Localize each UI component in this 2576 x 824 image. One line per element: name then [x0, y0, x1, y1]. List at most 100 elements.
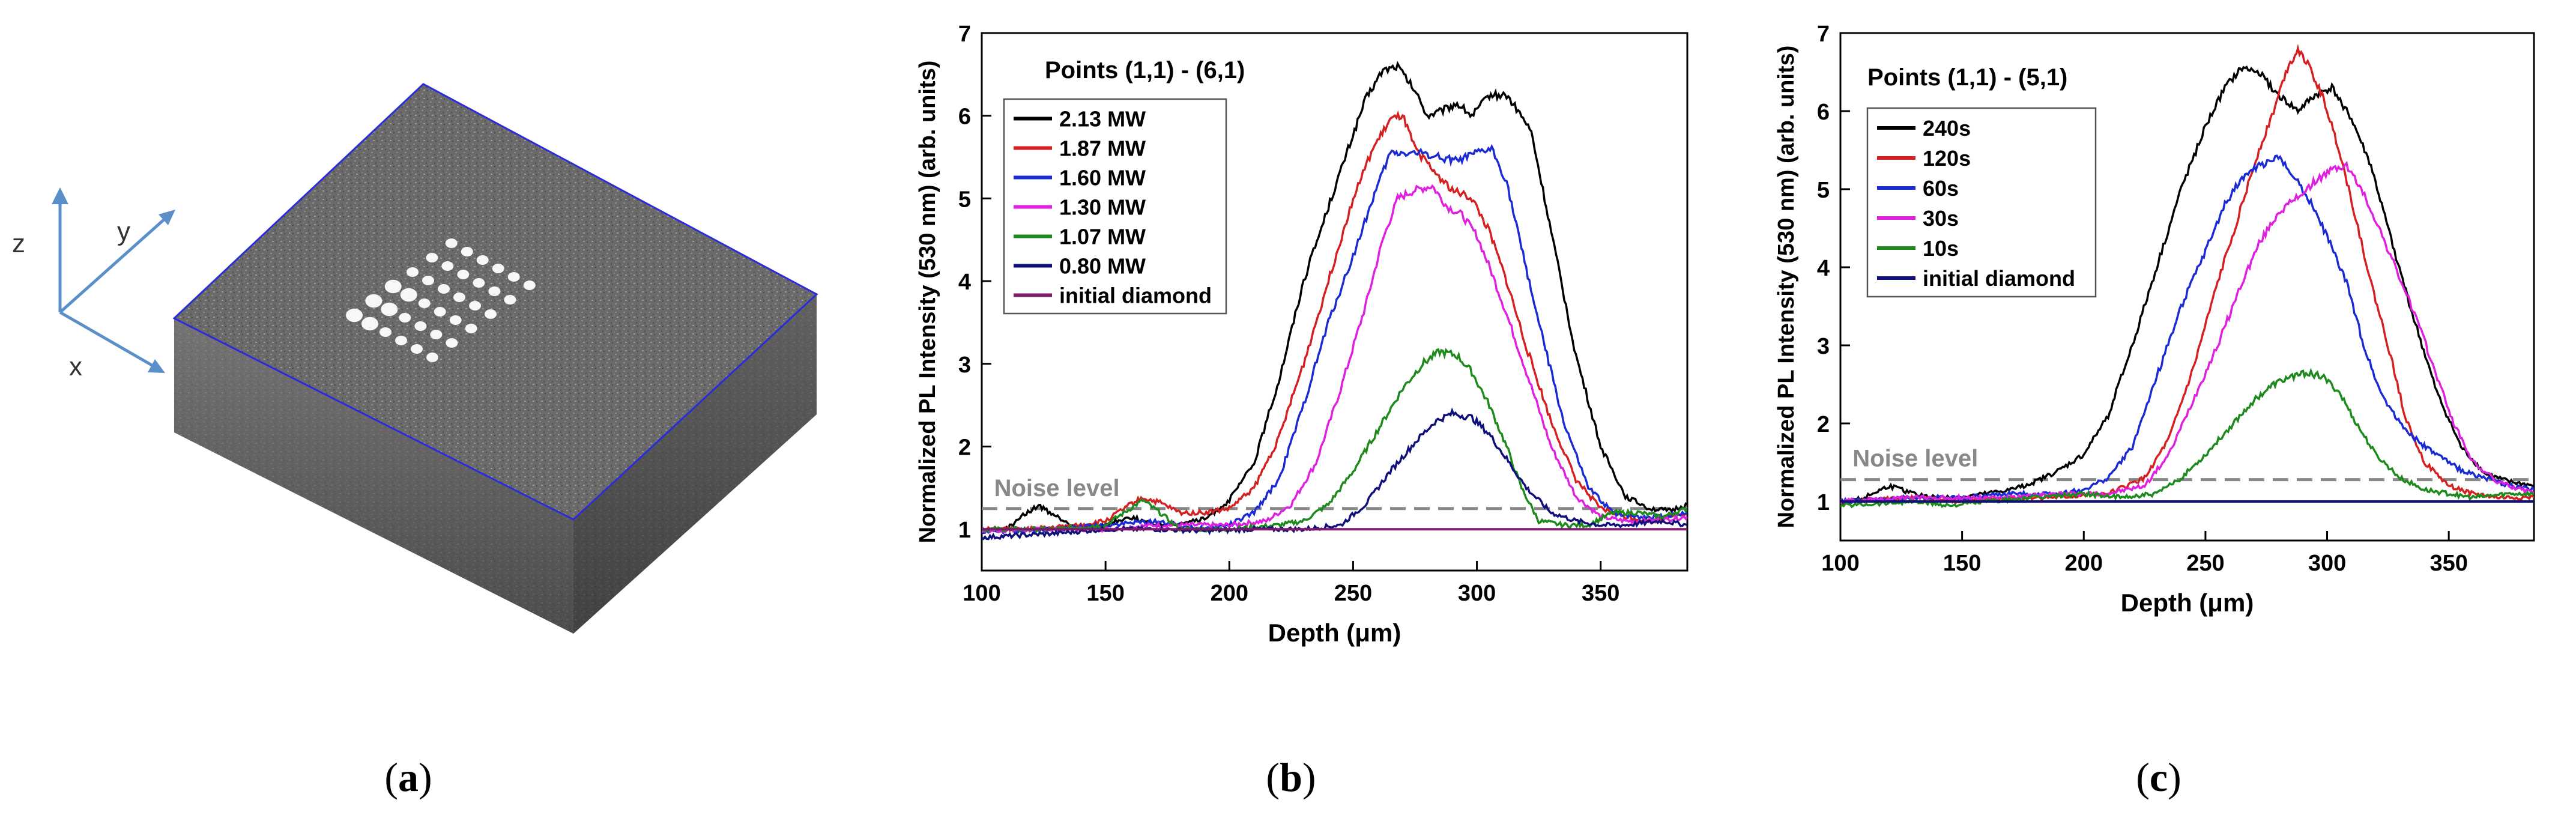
- x-tick-label: 150: [1943, 551, 1981, 576]
- panel-a-3d-scan: z y x: [12, 83, 818, 634]
- caption-a: (a): [384, 754, 432, 800]
- bright-spot: [446, 338, 458, 348]
- caption-c: (c): [2136, 754, 2181, 800]
- legend-label: 120s: [1923, 146, 1971, 171]
- plot-frame: [1839, 32, 2535, 542]
- bright-spot: [430, 330, 443, 339]
- x-tick-label: 200: [2065, 551, 2103, 576]
- bright-spot: [422, 276, 435, 285]
- caption-b: (b): [1266, 754, 1316, 800]
- bright-spot: [485, 309, 497, 319]
- x-tick-label: 250: [2186, 551, 2224, 576]
- chart-title: Points (1,1) - (5,1): [1867, 64, 2067, 91]
- legend-label: 1.07 MW: [1059, 225, 1146, 249]
- y-axis-line: [59, 212, 172, 314]
- x-tick-label: 350: [2429, 551, 2467, 576]
- legend-label: initial diamond: [1059, 283, 1212, 308]
- z-axis-arrow: [52, 187, 68, 204]
- bright-spot: [473, 278, 485, 288]
- x-axis-title: Depth (μm): [2121, 589, 2254, 617]
- bright-spot: [434, 307, 446, 317]
- bright-spot: [441, 261, 454, 271]
- x-tick-label: 350: [1582, 581, 1619, 606]
- y-tick-label: 3: [1817, 334, 1830, 359]
- bright-spot: [365, 294, 382, 308]
- x-axis-arrow: [148, 359, 165, 373]
- bright-spot: [399, 313, 411, 323]
- legend-label: 1.87 MW: [1059, 136, 1146, 161]
- y-tick-label: 7: [1817, 22, 1830, 47]
- bright-spot: [438, 284, 450, 294]
- x-tick-label: 100: [1821, 551, 1859, 576]
- series-line-60s: [1840, 154, 2534, 504]
- bright-spot-array: [346, 238, 536, 362]
- x-axis-line: [59, 311, 160, 371]
- chart-title: Points (1,1) - (6,1): [1045, 57, 1245, 83]
- bright-spot: [379, 327, 392, 337]
- legend-label: 2.13 MW: [1059, 107, 1146, 132]
- bright-spot: [453, 292, 466, 302]
- y-tick-label: 2: [958, 435, 971, 460]
- x-tick-label: 300: [1458, 581, 1496, 606]
- series-line-1-07-mw: [982, 348, 1687, 533]
- legend-box: [1866, 107, 2097, 298]
- axis-indicator: [58, 195, 172, 371]
- noise-level-label: Noise level: [1852, 446, 1978, 472]
- plot-frame: [981, 32, 1689, 572]
- y-tick-label: 6: [1817, 100, 1830, 125]
- legend-label: initial diamond: [1923, 266, 2075, 291]
- bright-spot: [461, 247, 473, 256]
- bright-spot: [361, 317, 378, 331]
- bright-spot: [507, 272, 520, 282]
- bright-spot: [465, 324, 477, 333]
- bright-spot: [449, 315, 462, 325]
- legend: 2.13 MW 1.87 MW 1.60 MW 1.30 MW 1.07 MW 0.80 …: [1003, 98, 1227, 315]
- series-line-1-87-mw: [982, 110, 1687, 533]
- series-line-1-60-mw: [982, 144, 1687, 535]
- x-axis-label: x: [69, 352, 82, 381]
- series-line-30s: [1840, 160, 2534, 504]
- bright-spot: [414, 321, 427, 331]
- legend-label: 30s: [1923, 206, 1959, 231]
- legend: 240s 120s 60s 30s 10s initial diamond: [1866, 107, 2097, 298]
- legend-label: 1.60 MW: [1059, 166, 1146, 190]
- x-tick-label: 300: [2308, 551, 2346, 576]
- bright-spot: [381, 302, 398, 317]
- bright-spot: [523, 280, 536, 290]
- noise-level-label: Noise level: [994, 475, 1120, 501]
- x-tick-label: 200: [1211, 581, 1248, 606]
- bright-spot: [426, 253, 438, 262]
- y-tick-label: 4: [958, 270, 971, 295]
- bright-spot: [400, 288, 417, 302]
- x-tick-label: 150: [1086, 581, 1124, 606]
- chart-panel-c: Noise level 100 150 200 250 300 350 1 2 3 4 5 6 7 Dept…: [1774, 22, 2535, 617]
- x-tick-label: 100: [963, 581, 1000, 606]
- bright-spot: [445, 238, 458, 248]
- x-tick-label: 250: [1334, 581, 1372, 606]
- bright-spot: [411, 344, 423, 354]
- y-tick-label: 7: [958, 22, 971, 47]
- bright-spot: [418, 298, 431, 308]
- legend-label: 1.30 MW: [1059, 195, 1146, 220]
- y-tick-label: 1: [1817, 490, 1830, 515]
- y-axis-arrow: [159, 210, 175, 225]
- bright-spot: [457, 270, 470, 279]
- bright-spot: [346, 308, 363, 323]
- legend-label: 0.80 MW: [1059, 254, 1146, 279]
- x-axis-title: Depth (μm): [1268, 619, 1401, 647]
- bright-spot: [476, 255, 489, 265]
- bright-spot: [492, 264, 504, 273]
- y-tick-label: 1: [958, 518, 971, 543]
- legend-label: 60s: [1923, 176, 1959, 201]
- bright-spot: [384, 279, 402, 294]
- y-axis-title: Normalized PL Intensity (530 nm) (arb. u…: [915, 61, 940, 544]
- legend-label: 10s: [1923, 236, 1959, 261]
- chart-panel-b: Noise level 100 150 200 250 300 350 1 2 3 4 5 6 7 Dept…: [915, 22, 1689, 647]
- bright-spot: [504, 295, 516, 304]
- bright-spot: [488, 286, 501, 296]
- y-tick-label: 3: [958, 353, 971, 378]
- block-top-face: [174, 84, 817, 520]
- y-tick-label: 4: [1817, 256, 1830, 281]
- y-tick-label: 5: [958, 187, 971, 212]
